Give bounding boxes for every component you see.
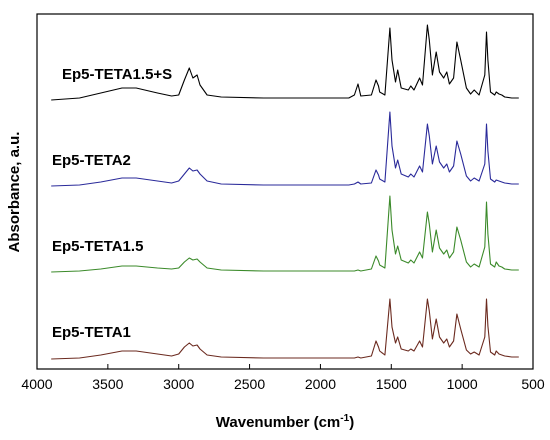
series-label: Ep5-TETA2: [52, 152, 131, 169]
series-line: [51, 111, 519, 187]
series-line: [51, 298, 519, 360]
x-tick-label: 2500: [234, 376, 265, 392]
x-tick-label: 1000: [447, 376, 478, 392]
x-tick-label: 3000: [163, 376, 194, 392]
x-tick-label: 1500: [376, 376, 407, 392]
series-group: [51, 24, 519, 360]
series-line: [51, 24, 519, 101]
x-axis-title: Wavenumber (cm-1): [216, 413, 354, 431]
plot-frame: [36, 13, 534, 370]
series-line: [51, 195, 519, 273]
y-axis-title: Absorbance, a.u.: [6, 132, 23, 253]
series-label: Ep5-TETA1.5+S: [62, 66, 172, 83]
x-tick-label: 2000: [305, 376, 336, 392]
x-axis-ticks: 4000 3500 3000 2500 2000 1500 1000 500: [21, 364, 545, 392]
series-labels: Ep5-TETA1.5+S Ep5-TETA2 Ep5-TETA1.5 Ep5-TET…: [52, 66, 172, 341]
series-label: Ep5-TETA1: [52, 324, 131, 341]
x-tick-label: 500: [521, 376, 545, 392]
x-tick-label: 4000: [21, 376, 52, 392]
x-tick-label: 3500: [92, 376, 123, 392]
series-label: Ep5-TETA1.5: [52, 238, 143, 255]
